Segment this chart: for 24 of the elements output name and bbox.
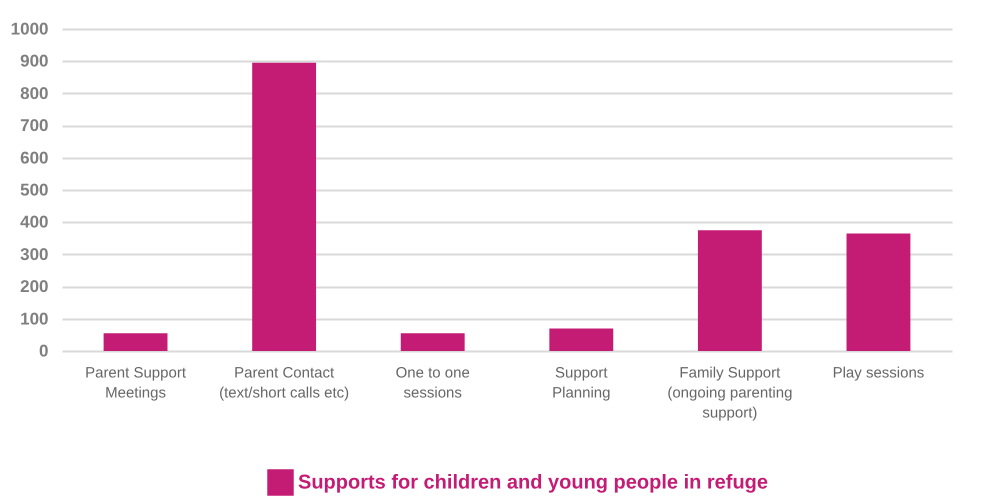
x-tick-label: Parent Support Meetings	[85, 364, 187, 402]
x-tick-label: Parent Contact (text/short calls etc)	[219, 364, 350, 402]
y-tick-label: 200	[20, 277, 48, 296]
x-tick-label: Family Support (ongoing parenting support)	[667, 364, 792, 422]
y-tick-label: 1000	[10, 20, 48, 38]
y-tick-label: 900	[20, 52, 48, 71]
y-tick-label: 400	[20, 212, 48, 232]
legend-label: Supports for children and young people in refuge	[298, 472, 768, 494]
x-tick-label: Support Planning	[552, 364, 610, 402]
x-tick-label: One to one sessions	[396, 364, 470, 402]
y-tick-label: 0	[39, 342, 48, 360]
bar	[400, 333, 465, 351]
y-tick-label: 800	[20, 84, 48, 103]
x-tick-label: Play sessions	[832, 364, 924, 382]
bar	[104, 333, 168, 351]
y-tick-label: 100	[20, 309, 48, 328]
y-tick-label: 500	[20, 180, 48, 200]
bar	[846, 233, 910, 351]
bar	[252, 62, 316, 351]
bar	[698, 230, 762, 351]
bar	[549, 328, 614, 351]
y-tick-label: 600	[20, 148, 48, 168]
y-tick-label: 300	[20, 244, 48, 264]
y-tick-label: 700	[20, 116, 48, 136]
